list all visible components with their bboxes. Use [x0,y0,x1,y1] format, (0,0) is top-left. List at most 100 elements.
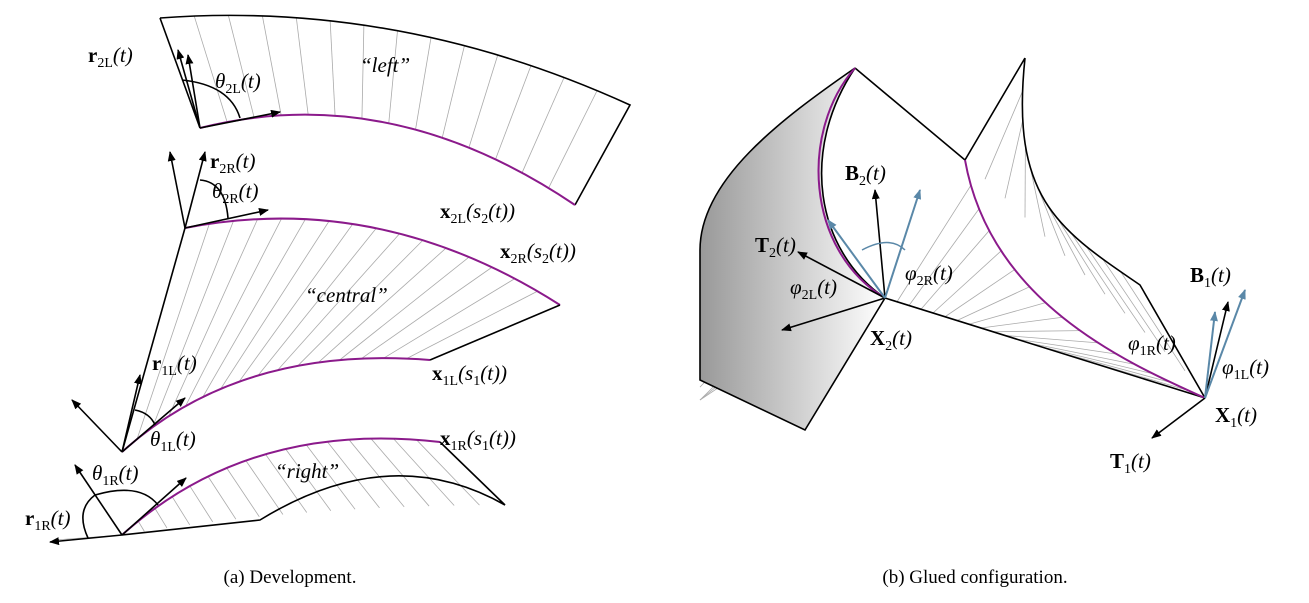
strip-central [122,219,560,452]
ruling [1029,343,1135,364]
label-part: 2R [917,274,934,289]
label-part: φ [1128,331,1140,355]
label-part: (t) [817,275,837,299]
ruling [1017,339,1117,354]
label-part: “central” [305,283,388,307]
ruling [957,287,1030,321]
label-part: (t) [176,427,196,451]
caption: (b) Glued configuration. [882,567,1067,588]
ruling [153,221,234,427]
ruling [495,66,530,160]
label-part: (s [458,361,473,385]
label-part: x [432,361,443,385]
label-part: (s [527,239,542,263]
label-part: (t) [776,233,796,257]
label-part: (t) [236,149,256,173]
math-label: r1R(t) [25,506,71,534]
ruling [340,257,470,360]
label-part: (t) [1237,403,1257,427]
ruling [407,291,538,358]
label-part: (t) [1156,331,1176,355]
math-label: “central” [305,283,388,307]
math-label: x2R(s2(t)) [500,239,576,267]
label-part: θ [215,69,225,93]
label-part: (t) [1249,355,1269,379]
ruling [155,508,167,528]
figure: r2L(t)θ2L(t)“left”r2R(t)θ2R(t)x2L(s2(t))… [0,0,1309,603]
label-part: (t) [1131,449,1151,473]
label-part: 1 [1124,462,1131,477]
label-part: 1R [102,474,119,489]
ruling [981,317,1063,328]
ruling [296,18,308,115]
math-label: X1(t) [1215,403,1257,431]
math-label: φ1L(t) [1222,355,1269,383]
math-label: φ1R(t) [1128,331,1176,359]
label-part: (t) [933,261,953,285]
label-part: θ [150,427,160,451]
label-part: B [1190,263,1204,287]
math-label: T1(t) [1110,449,1151,477]
label-part: 2 [885,339,892,354]
ruling [389,31,398,124]
label-part: φ [790,275,802,299]
ruling [1086,246,1145,332]
label-part: r [25,506,34,530]
ruling [138,521,144,531]
label-part: 1 [473,374,480,389]
label-part: 2L [451,212,467,227]
label-part: (t)) [549,239,576,263]
math-label: r1L(t) [152,351,197,379]
ruling [169,219,258,416]
math-label: B2(t) [845,161,886,189]
ruling [909,209,979,306]
strip-right [55,438,505,540]
label-part: (t)) [489,426,516,450]
math-label: θ1L(t) [150,427,196,455]
label-part: 1L [161,364,177,379]
math-label: “right” [275,459,339,483]
ruling [384,279,515,359]
label-part: “left” [360,53,410,77]
math-label: “left” [360,53,410,77]
ruling [203,219,306,397]
label-part: 1R [34,519,51,534]
label-part: (t) [119,461,139,485]
label-part: T [1110,449,1124,473]
label-part: 2L [225,82,241,97]
label-part: 1 [482,439,489,454]
math-label: x2L(s2(t)) [440,199,515,227]
label-part: (t) [113,43,133,67]
ruling [262,16,281,115]
math-label: r2R(t) [210,149,256,177]
label-part: 1R [1140,344,1157,359]
label-part: r [88,43,97,67]
label-part: (t) [241,69,261,93]
label-part: 1R [451,439,468,454]
ruling [361,267,492,358]
label-part: 2R [511,252,528,267]
ruling [1058,219,1105,294]
ruling [985,91,1023,179]
label-part: (t) [1211,263,1231,287]
ruling [227,468,260,517]
label-part: θ [212,179,222,203]
label-part: r [152,351,161,375]
label-part: (s [466,199,481,223]
ruling [172,497,190,525]
label-part: 2 [542,252,549,267]
labels: r2L(t)θ2L(t)“left”r2R(t)θ2R(t)x2L(s2(t))… [25,43,1269,534]
label-part: 2L [802,288,818,303]
math-label: T2(t) [755,233,796,261]
ruling [349,440,404,507]
label-part: x [500,239,511,263]
ruling [469,55,498,148]
ruling [190,486,213,522]
label-part: X [870,326,885,350]
ruling [330,21,335,116]
ruling [371,439,429,506]
math-label: φ2R(t) [905,261,953,289]
label-part: (t)) [480,361,507,385]
label-part: (t)) [488,199,515,223]
label-part: x [440,426,451,450]
